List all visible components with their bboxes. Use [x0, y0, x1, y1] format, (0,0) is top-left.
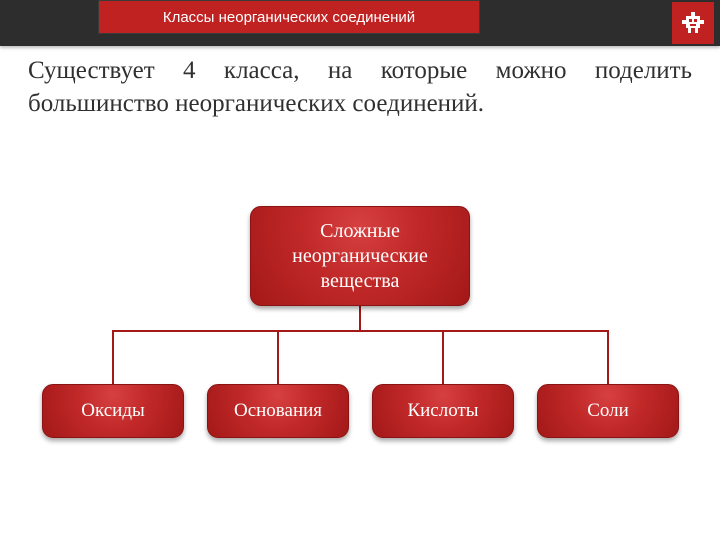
connector-drop-oxides: [112, 330, 114, 384]
node-root: Сложные неорганические вещества: [250, 206, 470, 306]
slide-title: Классы неорганических соединений: [98, 0, 480, 34]
tree-diagram: Сложные неорганические вещества Оксиды О…: [0, 190, 720, 510]
node-root-label: Сложные неорганические вещества: [261, 219, 459, 294]
node-label: Оксиды: [81, 400, 145, 422]
intro-text: Существует 4 класса, на которые можно по…: [28, 54, 692, 120]
connector-root-stub: [359, 306, 361, 330]
top-bar: Классы неорганических соединений: [0, 0, 720, 46]
node-salts: Соли: [537, 384, 679, 438]
node-bases: Основания: [207, 384, 349, 438]
logo-box: [672, 2, 714, 44]
connector-horizontal: [113, 330, 607, 332]
node-label: Соли: [587, 400, 629, 422]
node-oxides: Оксиды: [42, 384, 184, 438]
node-label: Кислоты: [407, 400, 478, 422]
connector-drop-salts: [607, 330, 609, 384]
node-label: Основания: [234, 400, 322, 422]
node-acids: Кислоты: [372, 384, 514, 438]
connector-drop-bases: [277, 330, 279, 384]
connector-drop-acids: [442, 330, 444, 384]
pixel-robot-icon: [680, 10, 706, 36]
